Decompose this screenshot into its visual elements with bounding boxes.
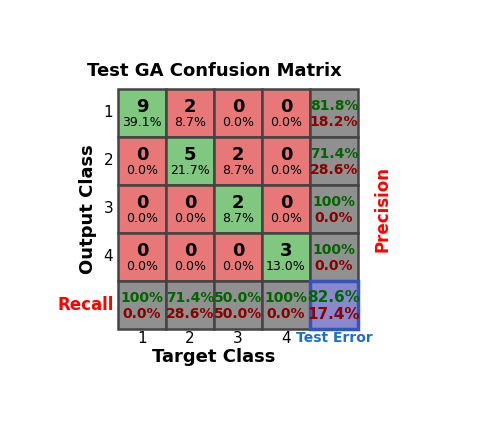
Text: 0.0%: 0.0% — [270, 212, 302, 225]
Bar — [166, 281, 214, 329]
Text: 28.6%: 28.6% — [310, 164, 358, 177]
Bar — [166, 185, 214, 233]
Text: 0: 0 — [280, 146, 292, 164]
Text: Test GA Confusion Matrix: Test GA Confusion Matrix — [86, 61, 342, 80]
Bar — [118, 233, 166, 281]
Text: 18.2%: 18.2% — [310, 116, 358, 129]
Text: 0: 0 — [184, 194, 196, 211]
Text: 0.0%: 0.0% — [123, 307, 161, 321]
Text: 0.0%: 0.0% — [270, 164, 302, 177]
Bar — [214, 281, 262, 329]
Text: 100%: 100% — [312, 194, 356, 209]
Text: 100%: 100% — [312, 243, 356, 257]
Bar — [166, 89, 214, 137]
Bar — [118, 89, 166, 137]
Text: 17.4%: 17.4% — [308, 307, 360, 322]
Bar — [262, 281, 310, 329]
Text: 0.0%: 0.0% — [126, 260, 158, 273]
Bar — [310, 89, 358, 137]
Text: 8.7%: 8.7% — [174, 116, 206, 129]
Bar — [214, 89, 262, 137]
Bar — [118, 185, 166, 233]
Text: 0.0%: 0.0% — [222, 260, 254, 273]
Text: 1: 1 — [137, 331, 147, 346]
Text: 100%: 100% — [264, 291, 308, 305]
Text: 3: 3 — [280, 242, 292, 259]
Bar — [214, 233, 262, 281]
Text: 8.7%: 8.7% — [222, 164, 254, 177]
Text: Target Class: Target Class — [152, 347, 276, 366]
Bar — [310, 233, 358, 281]
Text: 1: 1 — [104, 106, 113, 120]
Text: 28.6%: 28.6% — [166, 307, 214, 321]
Text: 0: 0 — [136, 146, 148, 164]
Text: 0.0%: 0.0% — [126, 164, 158, 177]
Text: 2: 2 — [185, 331, 195, 346]
Bar — [310, 185, 358, 233]
Text: 9: 9 — [136, 98, 148, 116]
Text: 0: 0 — [232, 242, 244, 259]
Text: 71.4%: 71.4% — [310, 146, 358, 160]
Bar — [262, 233, 310, 281]
Bar — [310, 281, 358, 329]
Text: 0.0%: 0.0% — [222, 116, 254, 129]
Text: 0.0%: 0.0% — [174, 260, 206, 273]
Bar — [118, 281, 166, 329]
Text: 0.0%: 0.0% — [315, 259, 353, 273]
Text: 3: 3 — [233, 331, 243, 346]
Text: Output Class: Output Class — [79, 144, 97, 274]
Text: Precision: Precision — [374, 166, 392, 252]
Text: 50.0%: 50.0% — [214, 307, 262, 321]
Text: 0.0%: 0.0% — [315, 211, 353, 225]
Text: 0: 0 — [184, 242, 196, 259]
Text: 4: 4 — [281, 331, 291, 346]
Text: 50.0%: 50.0% — [214, 291, 262, 305]
Bar — [262, 185, 310, 233]
Text: 2: 2 — [232, 194, 244, 211]
Bar — [166, 137, 214, 185]
Bar — [262, 89, 310, 137]
Text: 2: 2 — [232, 146, 244, 164]
Text: 0: 0 — [136, 242, 148, 259]
Text: 8.7%: 8.7% — [222, 212, 254, 225]
Text: 4: 4 — [104, 249, 113, 264]
Bar — [214, 185, 262, 233]
Text: 21.7%: 21.7% — [170, 164, 210, 177]
Bar — [310, 137, 358, 185]
Text: 2: 2 — [104, 153, 113, 168]
Text: 2: 2 — [184, 98, 196, 116]
Text: 39.1%: 39.1% — [122, 116, 162, 129]
Text: 5: 5 — [184, 146, 196, 164]
Text: 71.4%: 71.4% — [166, 291, 214, 305]
Text: 0.0%: 0.0% — [267, 307, 305, 321]
Bar — [118, 137, 166, 185]
Bar — [262, 137, 310, 185]
Text: 0.0%: 0.0% — [174, 212, 206, 225]
Text: Test Error: Test Error — [296, 331, 372, 345]
Text: 0: 0 — [232, 98, 244, 116]
Bar — [166, 233, 214, 281]
Text: 0.0%: 0.0% — [270, 116, 302, 129]
Text: 0.0%: 0.0% — [126, 212, 158, 225]
Text: 13.0%: 13.0% — [266, 260, 306, 273]
Text: 81.8%: 81.8% — [310, 99, 358, 112]
Text: 100%: 100% — [120, 291, 164, 305]
Text: 82.6%: 82.6% — [308, 290, 360, 305]
Text: 0: 0 — [136, 194, 148, 211]
Text: 3: 3 — [104, 201, 114, 216]
Text: 0: 0 — [280, 194, 292, 211]
Text: 0: 0 — [280, 98, 292, 116]
Text: Recall: Recall — [57, 296, 114, 314]
Bar — [214, 137, 262, 185]
